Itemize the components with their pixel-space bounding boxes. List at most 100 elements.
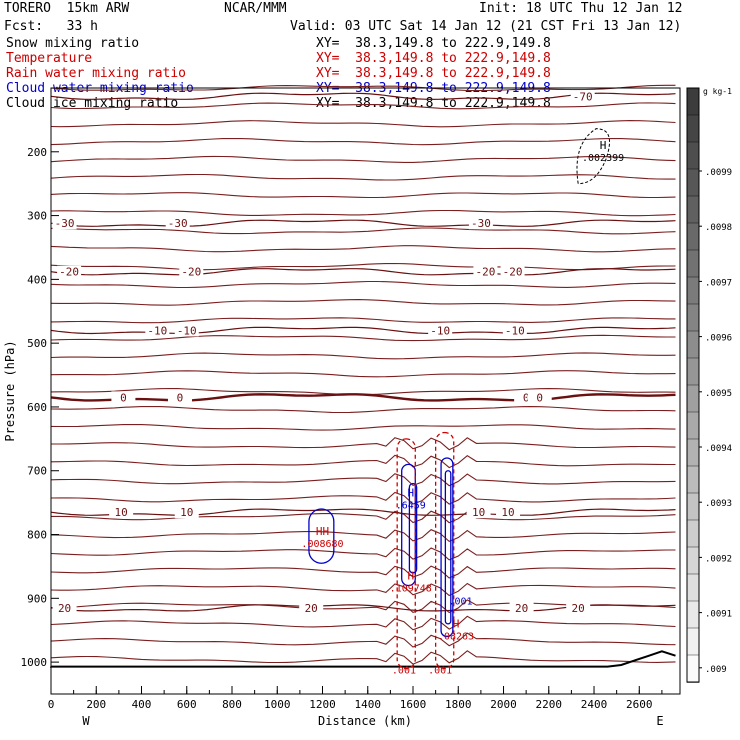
label-bg — [299, 601, 324, 614]
label-bg — [174, 506, 199, 519]
isotherm-label: -70 — [573, 90, 593, 103]
label-bg — [496, 506, 521, 519]
x-tick-label: 1400 — [355, 698, 382, 711]
x-tick-label: 800 — [222, 698, 242, 711]
isotherm-label: -20 — [181, 266, 201, 279]
x-tick-label: 400 — [132, 698, 152, 711]
isotherm-label: -10 — [177, 324, 197, 337]
forecast-hour: Fcst: 33 h — [4, 19, 98, 34]
extremum-value: .109748 — [390, 584, 432, 595]
temperature-contour — [51, 437, 676, 451]
temperature-contour — [50, 352, 676, 360]
x-tick-label: 600 — [177, 698, 197, 711]
x-tick-label: 1600 — [400, 698, 427, 711]
label-bg — [179, 265, 204, 278]
label-bg — [502, 324, 527, 337]
temperature-contour — [50, 529, 676, 543]
temperature-contour — [50, 491, 676, 505]
contour-label: .001 — [392, 666, 416, 677]
mixing-ratio-contour — [434, 431, 455, 670]
temperature-contour — [50, 650, 676, 665]
field-name: Cloud water mixing ratio — [6, 81, 194, 96]
isotherm--10 — [50, 326, 676, 335]
isotherm-label: 10 — [115, 506, 128, 519]
temperature-contour — [50, 405, 676, 414]
label-bg — [109, 506, 134, 519]
isotherm-label: 0 — [536, 391, 543, 404]
init-time: Init: 18 UTC Thu 12 Jan 12 — [479, 1, 683, 16]
colorbar-cell — [686, 411, 700, 440]
isotherm-label: 10 — [180, 506, 193, 519]
contour-label: .001 — [428, 666, 452, 677]
label-bg — [500, 265, 525, 278]
label-bg — [52, 217, 77, 230]
colorbar-label: .0098 — [705, 223, 732, 233]
field-cross-section-endpoints: XY= 38.3,149.8 to 222.9,149.8 — [316, 36, 551, 51]
isotherm-label: 0 — [177, 391, 184, 404]
isotherm-label: 10 — [472, 506, 485, 519]
colorbar-label: .0095 — [705, 389, 732, 399]
field-name: Temperature — [6, 51, 93, 66]
isotherm-10 — [50, 508, 676, 516]
label-bg — [527, 391, 552, 404]
y-tick-label: 600 — [27, 401, 47, 414]
colorbar-label: .0099 — [705, 168, 732, 178]
isotherm--20 — [50, 268, 676, 276]
colorbar-cell — [686, 249, 700, 278]
label-bg — [466, 506, 491, 519]
extremum-value: .6459 — [396, 501, 426, 512]
y-tick-label: 1000 — [21, 656, 48, 669]
colorbar-cell — [686, 573, 700, 602]
isotherm-label: -10 — [430, 324, 450, 337]
colorbar-label: .0096 — [705, 334, 732, 344]
temperature-contour — [50, 102, 676, 110]
temperature-contour — [50, 615, 676, 631]
label-bg — [566, 601, 591, 614]
temperature-contour — [50, 155, 676, 163]
x-tick-label: 2400 — [581, 698, 608, 711]
isotherm-label: 20 — [515, 602, 528, 615]
temperature-contour — [50, 547, 676, 561]
isotherm-label: -30 — [168, 217, 188, 230]
temperature-contour — [50, 632, 676, 648]
isotherm-label: -30 — [55, 217, 75, 230]
colorbar-label: .0093 — [705, 499, 732, 509]
east-label: E — [656, 714, 663, 728]
isotherm-label: 20 — [305, 602, 318, 615]
colorbar-cell — [686, 141, 700, 170]
temperature-contour — [50, 245, 676, 253]
label-bg — [473, 265, 498, 278]
colorbar-cell — [686, 492, 700, 521]
x-tick-label: 2000 — [490, 698, 517, 711]
isotherm-0 — [50, 393, 676, 402]
colorbar-frame — [686, 87, 700, 683]
isotherm-label: -20 — [59, 266, 79, 279]
isotherm-label: 0 — [523, 391, 530, 404]
temperature-contour — [51, 510, 676, 524]
colorbar-unit: g kg-1 — [703, 87, 732, 96]
colorbar-cell — [686, 168, 700, 197]
temperature-contour — [50, 209, 676, 217]
terrain-line — [50, 650, 676, 668]
label-bg — [468, 217, 493, 230]
org-label: NCAR/MMM — [224, 1, 287, 16]
temperature-contour — [50, 173, 676, 181]
colorbar-cell — [686, 357, 700, 386]
colorbar-cell — [686, 546, 700, 575]
isotherm-label: -20 — [475, 266, 495, 279]
field-name: Snow mixing ratio — [6, 36, 140, 51]
colorbar-cell — [686, 114, 700, 143]
valid-time: Valid: 03 UTC Sat 14 Jan 12 (21 CST Fri … — [290, 19, 682, 34]
temperature-contour — [50, 137, 676, 146]
temperature-contour — [50, 582, 676, 597]
label-bg — [570, 90, 595, 103]
y-tick-label: 500 — [27, 337, 47, 350]
y-tick-label: 200 — [27, 146, 47, 159]
model-title: TORERO 15km ARW — [4, 1, 130, 16]
snow-contour — [576, 128, 610, 185]
colorbar-label: .0097 — [705, 278, 732, 288]
x-tick-label: 1200 — [309, 698, 336, 711]
extremum-value: .008680 — [301, 539, 343, 550]
temperature-contour — [50, 473, 676, 487]
y-tick-label: 300 — [27, 210, 47, 223]
